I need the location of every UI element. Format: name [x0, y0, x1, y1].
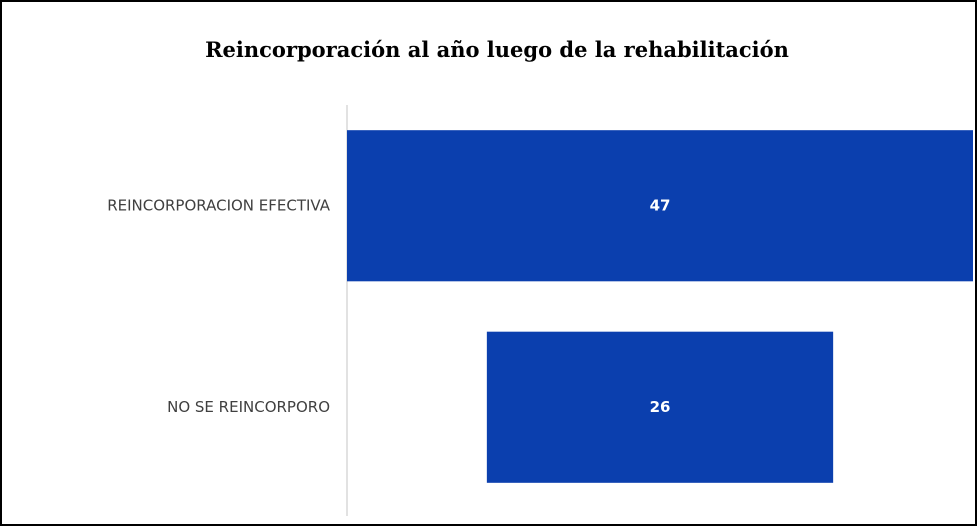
data-label: 26: [650, 398, 671, 416]
bar: [347, 130, 973, 282]
data-label: 47: [650, 196, 671, 214]
bar: [486, 331, 834, 483]
chart-title: Reincorporación al año luego de la rehab…: [205, 37, 789, 62]
category-label: NO SE REINCORPORO: [167, 398, 330, 416]
category-label: REINCORPORACION EFECTIVA: [107, 196, 331, 214]
